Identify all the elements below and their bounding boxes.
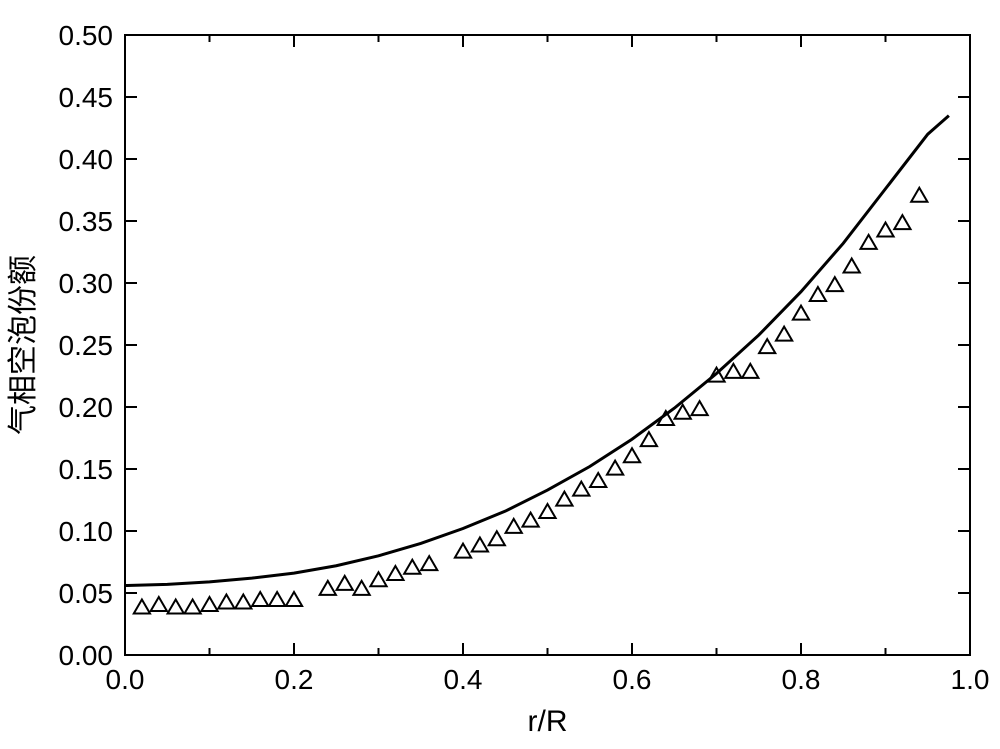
scatter-marker-triangle — [894, 215, 910, 229]
scatter-marker-triangle — [624, 448, 640, 462]
scatter-marker-triangle — [387, 566, 403, 580]
y-axis-label: 气相空泡份额 — [7, 255, 40, 435]
scatter-marker-triangle — [742, 364, 758, 378]
y-tick-label: 0.30 — [59, 268, 114, 299]
scatter-marker-triangle — [691, 401, 707, 415]
scatter-marker-triangle — [134, 599, 150, 613]
y-tick-label: 0.25 — [59, 330, 114, 361]
scatter-marker-triangle — [455, 544, 471, 558]
scatter-marker-triangle — [607, 461, 623, 475]
chart-container: 0.00.20.40.60.81.0r/R0.000.050.100.150.2… — [0, 0, 1000, 749]
y-tick-label: 0.15 — [59, 454, 114, 485]
scatter-marker-triangle — [472, 537, 488, 551]
scatter-marker-triangle — [489, 531, 505, 545]
y-tick-label: 0.45 — [59, 82, 114, 113]
scatter-marker-triangle — [860, 235, 876, 249]
y-tick-label: 0.10 — [59, 516, 114, 547]
scatter-marker-triangle — [844, 258, 860, 272]
x-tick-label: 0.6 — [613, 664, 652, 695]
scatter-marker-triangle — [590, 473, 606, 487]
scatter-marker-triangle — [506, 519, 522, 533]
scatter-marker-triangle — [168, 599, 184, 613]
scatter-marker-triangle — [184, 599, 200, 613]
x-tick-label: 1.0 — [951, 664, 990, 695]
plot-frame — [125, 35, 970, 655]
scatter-marker-triangle — [320, 581, 336, 595]
scatter-marker-triangle — [827, 277, 843, 291]
scatter-marker-triangle — [725, 364, 741, 378]
x-tick-label: 0.8 — [782, 664, 821, 695]
scatter-marker-triangle — [235, 595, 251, 609]
scatter-marker-triangle — [539, 504, 555, 518]
scatter-marker-triangle — [269, 592, 285, 606]
scatter-marker-triangle — [404, 560, 420, 574]
scatter-marker-triangle — [810, 287, 826, 301]
scatter-marker-triangle — [370, 572, 386, 586]
y-tick-label: 0.35 — [59, 206, 114, 237]
scatter-marker-triangle — [911, 188, 927, 202]
scatter-marker-triangle — [793, 306, 809, 320]
scatter-marker-triangle — [776, 327, 792, 341]
scatter-marker-triangle — [353, 581, 369, 595]
x-tick-label: 0.2 — [275, 664, 314, 695]
scatter-marker-triangle — [252, 592, 268, 606]
y-tick-label: 0.00 — [59, 640, 114, 671]
y-tick-label: 0.20 — [59, 392, 114, 423]
scatter-marker-triangle — [877, 223, 893, 237]
scatter-marker-triangle — [218, 595, 234, 609]
scatter-marker-triangle — [759, 339, 775, 353]
scatter-marker-triangle — [337, 576, 353, 590]
scatter-marker-triangle — [421, 556, 437, 570]
y-tick-label: 0.50 — [59, 20, 114, 51]
y-tick-label: 0.40 — [59, 144, 114, 175]
x-tick-label: 0.4 — [444, 664, 483, 695]
scatter-marker-triangle — [641, 432, 657, 446]
line-series — [125, 116, 949, 586]
chart-svg: 0.00.20.40.60.81.0r/R0.000.050.100.150.2… — [0, 0, 1000, 749]
y-tick-label: 0.05 — [59, 578, 114, 609]
scatter-marker-triangle — [573, 482, 589, 496]
scatter-marker-triangle — [151, 597, 167, 611]
scatter-marker-triangle — [286, 592, 302, 606]
x-axis-label: r/R — [528, 705, 568, 738]
scatter-marker-triangle — [556, 492, 572, 506]
scatter-marker-triangle — [522, 513, 538, 527]
scatter-marker-triangle — [201, 597, 217, 611]
